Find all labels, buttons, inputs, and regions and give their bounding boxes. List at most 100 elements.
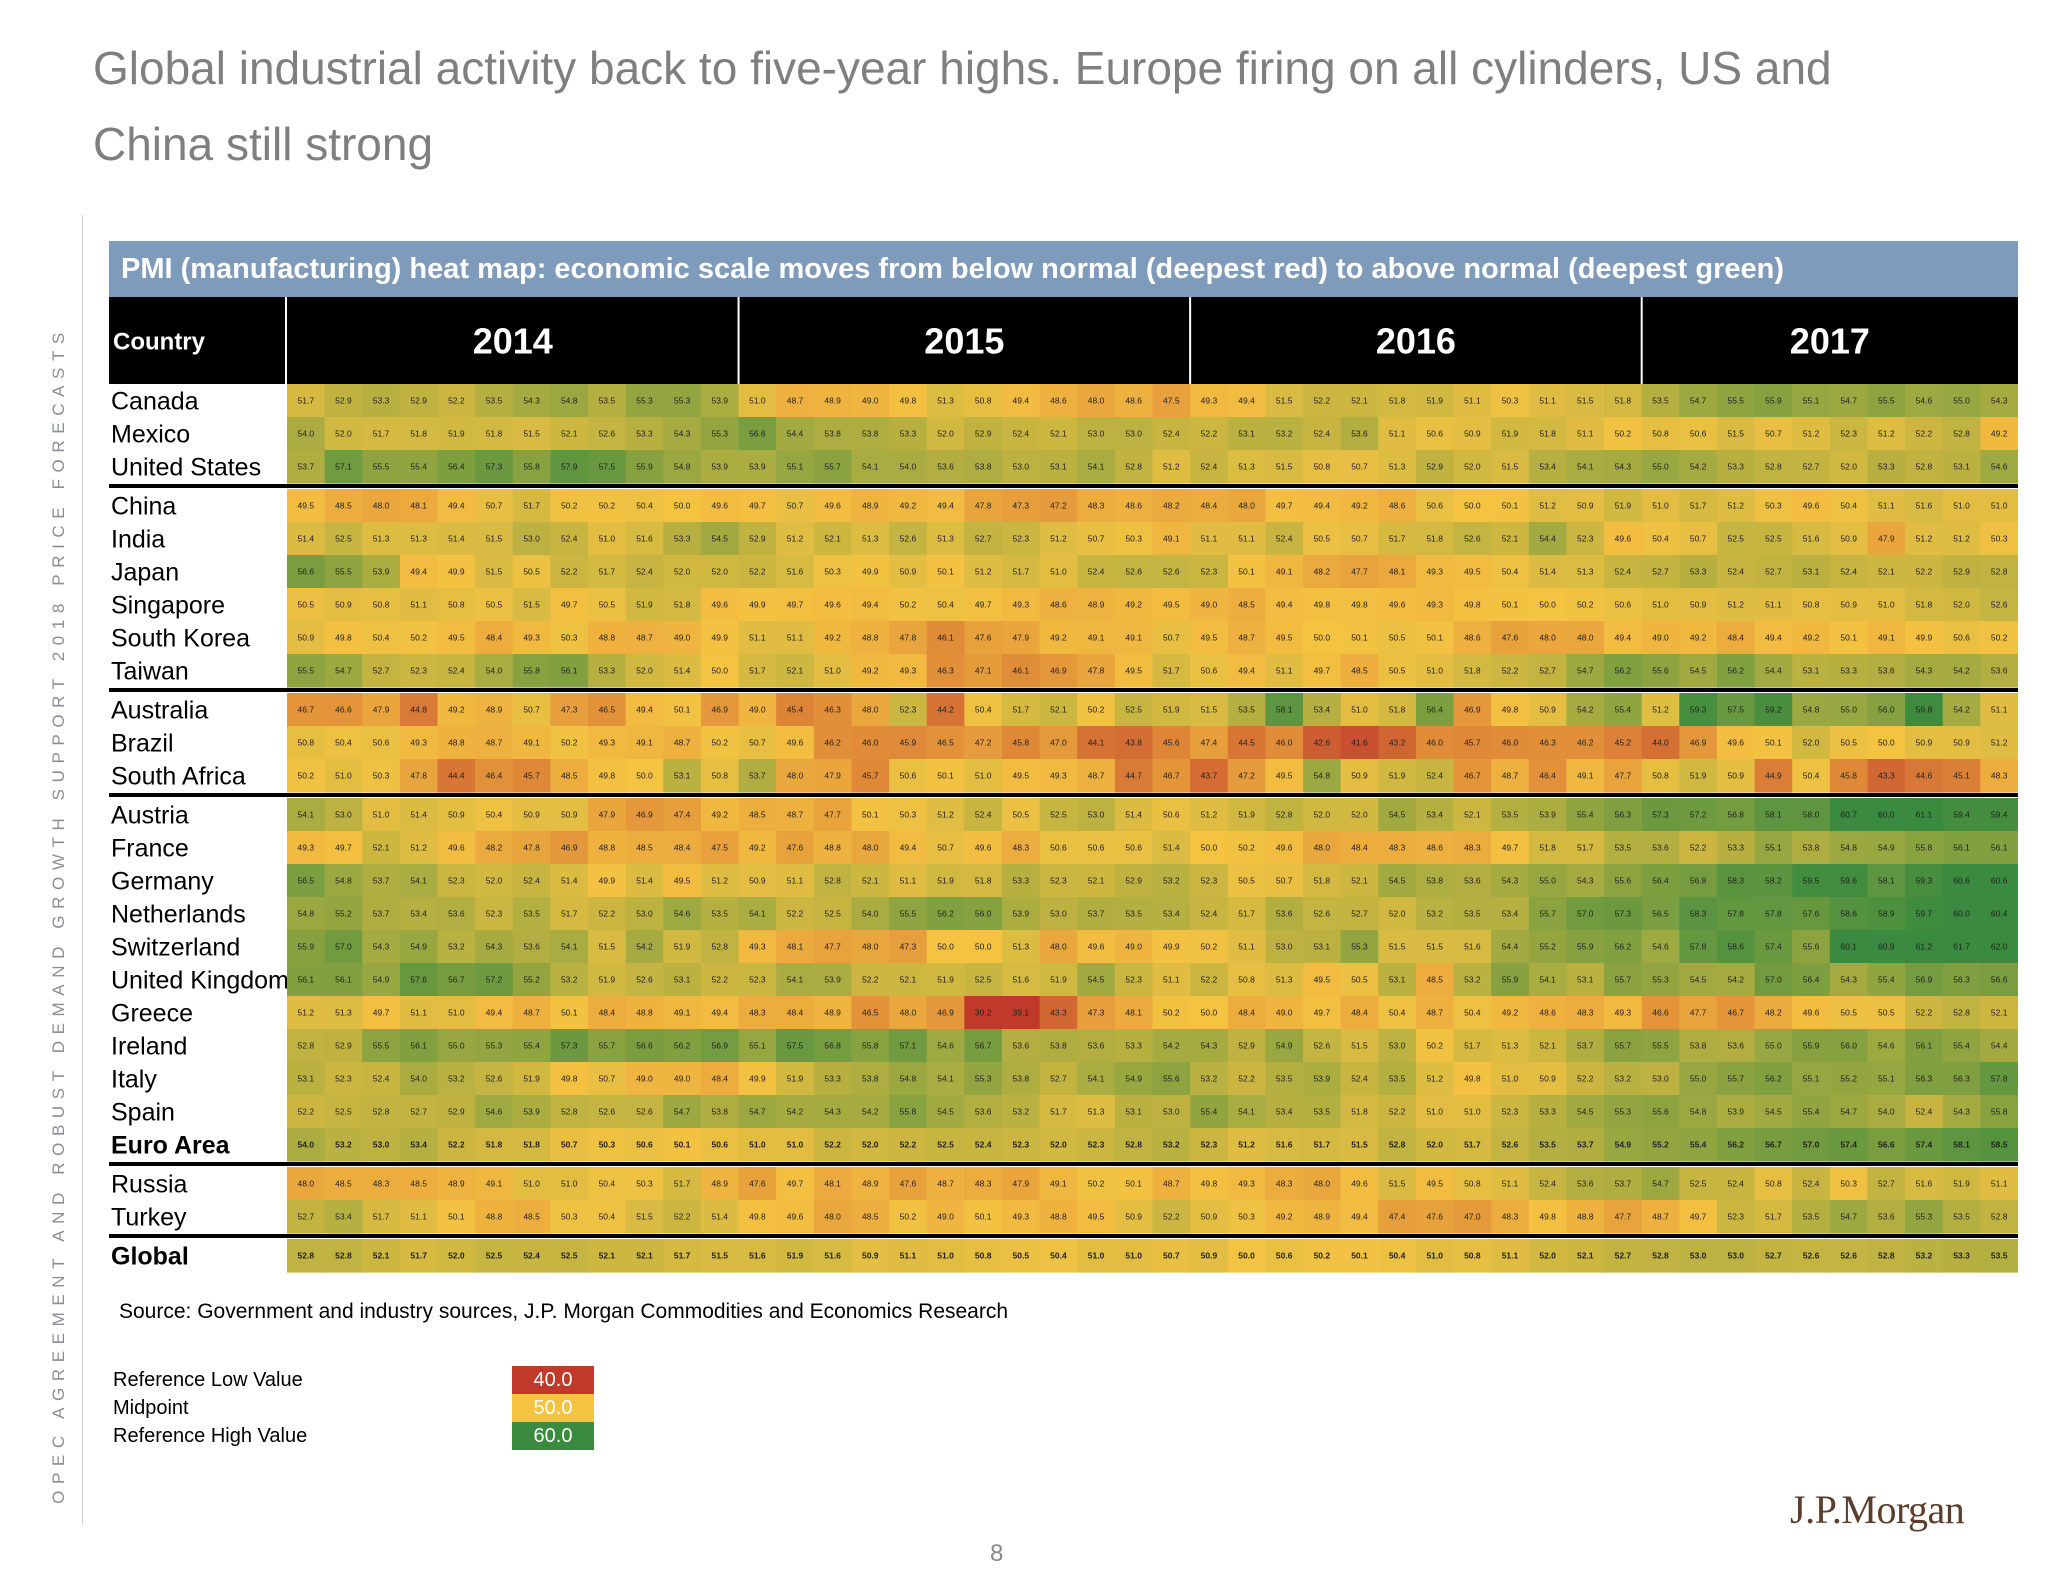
heat-cell [1792,522,1831,556]
cell-value: 53.1 [1050,462,1067,472]
heat-cell [1340,555,1379,589]
cell-value: 45.7 [1464,738,1481,748]
cell-value: 52.2 [749,567,766,577]
cell-value: 48.3 [1464,843,1481,853]
cell-value: 51.8 [1615,396,1632,406]
heat-cell [700,897,740,931]
heat-cell [1001,798,1041,832]
heat-cell [1980,588,2018,622]
cell-value: 47.0 [1050,738,1067,748]
cell-value: 54.0 [298,1140,315,1150]
cell-value: 52.4 [1013,429,1030,439]
cell-value: 47.2 [1238,771,1255,781]
heat-cell [1716,963,1756,997]
cell-value: 51.0 [1953,501,1970,511]
cell-value: 48.6 [1539,1008,1556,1018]
heat-cell [700,522,740,556]
heat-cell [550,588,589,622]
heat-cell [1980,930,2018,964]
cell-value: 52.2 [599,909,616,919]
heat-cell [399,555,439,589]
cell-value: 53.3 [1953,1251,1970,1261]
cell-value: 55.8 [1991,1107,2008,1117]
cell-value: 48.1 [1125,1008,1142,1018]
heat-cell [1190,996,1229,1030]
heat-cell [437,450,476,484]
heat-cell [1566,1062,1605,1096]
heat-cell [399,654,439,688]
heat-cell [1265,450,1304,484]
heat-cell [1227,555,1266,589]
cell-value: 50.2 [900,600,917,610]
cell-value: 56.1 [1991,843,2008,853]
heat-cell [1303,693,1342,727]
heat-cell [1792,1029,1831,1063]
heat-cell [1792,1239,1831,1273]
heat-cell [512,450,552,484]
heat-cell [1303,384,1342,418]
cell-value: 54.2 [1953,705,1970,715]
heat-cell [889,693,928,727]
heat-cell [964,588,1003,622]
heat-cell [1792,489,1831,523]
cell-value: 53.4 [1314,705,1331,715]
heat-cell [1077,621,1116,655]
heat-cell [1867,489,1906,523]
heat-cell [813,1167,853,1201]
cell-value: 49.8 [561,1074,578,1084]
heat-cell [1528,555,1568,589]
heat-cell [362,1128,401,1162]
heat-cell [1152,417,1191,451]
heat-cell [1227,621,1266,655]
cell-value: 48.7 [1238,633,1255,643]
cell-value: 53.3 [1539,1107,1556,1117]
heat-cell [1039,1128,1078,1162]
cell-value: 54.2 [1690,462,1707,472]
heat-cell [625,621,664,655]
cell-value: 48.8 [862,633,879,643]
cell-value: 47.6 [900,1179,917,1189]
cell-value: 51.7 [1050,1107,1067,1117]
heat-cell [926,1200,965,1234]
heat-cell [738,522,777,556]
heat-cell [964,522,1003,556]
cell-value: 61.7 [1953,942,1970,952]
heat-cell [1340,1167,1379,1201]
cell-value: 51.2 [1426,1074,1443,1084]
heat-cell [1039,759,1078,793]
heat-cell [1303,897,1342,931]
heat-cell [399,588,439,622]
cell-value: 56.3 [1953,1074,1970,1084]
cell-value: 51.0 [975,771,992,781]
heat-cell [1265,654,1304,688]
cell-value: 51.7 [1765,1212,1782,1222]
cell-value: 52.1 [1050,705,1067,715]
cell-value: 57.6 [1803,909,1820,919]
heat-cell [1001,588,1041,622]
heat-cell [738,831,777,865]
heat-cell [1867,1128,1906,1162]
cell-value: 47.9 [1013,1179,1030,1189]
heat-cell [1077,555,1116,589]
cell-value: 54.6 [1916,396,1933,406]
heat-cell [1114,930,1154,964]
heat-cell [362,522,401,556]
cell-value: 52.4 [1916,1107,1933,1117]
cell-value: 56.2 [1615,942,1632,952]
cell-value: 49.8 [1314,600,1331,610]
cell-value: 48.4 [787,1008,804,1018]
heat-cell [1039,1095,1078,1129]
cell-value: 52.4 [1201,909,1218,919]
cell-value: 53.0 [1163,1107,1180,1117]
cell-value: 47.9 [1878,534,1895,544]
cell-value: 54.5 [711,534,728,544]
cell-value: 48.9 [862,1179,879,1189]
cell-value: 51.3 [1088,1107,1105,1117]
cell-value: 51.1 [1502,1251,1519,1261]
heat-cell [1265,588,1304,622]
heat-cell [1265,798,1304,832]
cell-value: 53.3 [373,396,390,406]
heat-cell [1754,798,1793,832]
heat-cell [926,450,965,484]
heat-cell [362,726,401,760]
